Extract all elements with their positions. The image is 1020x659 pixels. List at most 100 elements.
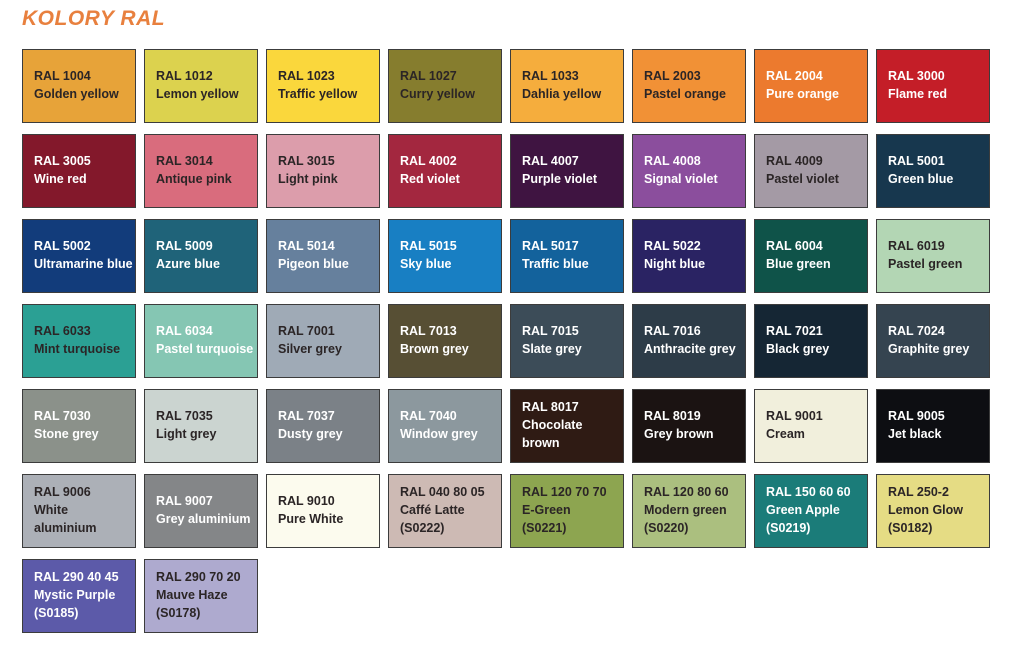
swatch-name: Ultramarine blue xyxy=(34,257,133,271)
color-swatch: RAL 5002 Ultramarine blue xyxy=(22,219,136,293)
swatch-code: RAL 7013 xyxy=(400,324,457,339)
swatch-code: RAL 5015 xyxy=(400,239,457,254)
swatch-code: RAL 7001 xyxy=(278,324,335,339)
swatch-code: RAL 7040 xyxy=(400,409,457,424)
color-swatch: RAL 040 80 05 Caffé Latte (S0222) xyxy=(388,474,502,548)
color-swatch: RAL 5022 Night blue xyxy=(632,219,746,293)
swatch-name: Black grey xyxy=(766,342,830,356)
color-swatch: RAL 4002 Red violet xyxy=(388,134,502,208)
swatch-code: RAL 3000 xyxy=(888,69,945,84)
color-swatch: RAL 9007 Grey aluminium xyxy=(144,474,258,548)
swatch-name: Pigeon blue xyxy=(278,257,349,271)
swatch-name: Golden yellow xyxy=(34,87,119,101)
swatch-name: E-Green xyxy=(522,503,571,518)
swatch-name: Modern green xyxy=(644,503,727,518)
swatch-code: RAL 5022 xyxy=(644,239,701,254)
swatch-code: RAL 7016 xyxy=(644,324,701,339)
swatch-code: RAL 120 80 60 xyxy=(644,485,729,500)
color-swatch: RAL 7030 Stone grey xyxy=(22,389,136,463)
swatch-code: RAL 6034 xyxy=(156,324,213,339)
swatch-code: RAL 120 70 70 xyxy=(522,485,607,500)
swatch-code: RAL 250-2 xyxy=(888,485,949,500)
swatch-name: Pastel orange xyxy=(644,87,726,101)
swatch-name: Green blue xyxy=(888,172,954,186)
swatch-code: RAL 4009 xyxy=(766,154,823,169)
color-swatch: RAL 3014 Antique pink xyxy=(144,134,258,208)
swatch-name: Chocolate brown xyxy=(522,418,583,450)
swatch-code: RAL 4008 xyxy=(644,154,701,169)
color-swatch: RAL 2004 Pure orange xyxy=(754,49,868,123)
color-swatch: RAL 7013 Brown grey xyxy=(388,304,502,378)
swatch-name: Graphite grey xyxy=(888,342,970,356)
swatch-grid: RAL 1004 Golden yellow RAL 1012 Lemon ye… xyxy=(22,49,990,633)
color-swatch: RAL 6019 Pastel green xyxy=(876,219,990,293)
swatch-code: RAL 7030 xyxy=(34,409,91,424)
color-swatch: RAL 2003 Pastel orange xyxy=(632,49,746,123)
color-swatch: RAL 5009 Azure blue xyxy=(144,219,258,293)
swatch-name: Grey brown xyxy=(644,427,714,441)
swatch-subcode: (S0182) xyxy=(888,520,933,535)
swatch-name: Silver grey xyxy=(278,342,342,356)
color-swatch: RAL 120 80 60 Modern green (S0220) xyxy=(632,474,746,548)
swatch-code: RAL 8017 xyxy=(522,400,579,415)
color-swatch: RAL 9005 Jet black xyxy=(876,389,990,463)
swatch-name: Lemon Glow xyxy=(888,503,963,518)
swatch-code: RAL 3014 xyxy=(156,154,213,169)
color-swatch: RAL 1023 Traffic yellow xyxy=(266,49,380,123)
swatch-code: RAL 1023 xyxy=(278,69,335,84)
swatch-code: RAL 3005 xyxy=(34,154,91,169)
swatch-name: Dahlia yellow xyxy=(522,87,602,101)
color-swatch: RAL 7040 Window grey xyxy=(388,389,502,463)
swatch-code: RAL 5009 xyxy=(156,239,213,254)
swatch-code: RAL 040 80 05 xyxy=(400,485,485,500)
swatch-code: RAL 6004 xyxy=(766,239,823,254)
swatch-name: Dusty grey xyxy=(278,427,343,441)
color-swatch: RAL 3000 Flame red xyxy=(876,49,990,123)
color-swatch: RAL 7016 Anthracite grey xyxy=(632,304,746,378)
color-swatch: RAL 250-2 Lemon Glow (S0182) xyxy=(876,474,990,548)
color-swatch: RAL 290 70 20 Mauve Haze (S0178) xyxy=(144,559,258,633)
swatch-name: Pastel green xyxy=(888,257,963,271)
swatch-code: RAL 9007 xyxy=(156,494,213,509)
swatch-code: RAL 6033 xyxy=(34,324,91,339)
color-swatch: RAL 150 60 60 Green Apple (S0219) xyxy=(754,474,868,548)
swatch-name: Caffé Latte xyxy=(400,503,465,518)
color-swatch: RAL 5014 Pigeon blue xyxy=(266,219,380,293)
swatch-code: RAL 9005 xyxy=(888,409,945,424)
swatch-code: RAL 3015 xyxy=(278,154,335,169)
swatch-code: RAL 9001 xyxy=(766,409,823,424)
swatch-code: RAL 1012 xyxy=(156,69,213,84)
color-swatch: RAL 1027 Curry yellow xyxy=(388,49,502,123)
swatch-code: RAL 5001 xyxy=(888,154,945,169)
page-title: KOLORY RAL xyxy=(22,7,166,30)
swatch-subcode: (S0222) xyxy=(400,520,445,535)
color-swatch: RAL 6034 Pastel turquoise xyxy=(144,304,258,378)
color-swatch: RAL 7037 Dusty grey xyxy=(266,389,380,463)
color-swatch: RAL 5017 Traffic blue xyxy=(510,219,624,293)
swatch-name: Window grey xyxy=(400,427,478,441)
color-swatch: RAL 6004 Blue green xyxy=(754,219,868,293)
swatch-name: Night blue xyxy=(644,257,706,271)
swatch-name: Anthracite grey xyxy=(644,342,736,356)
swatch-name: Green Apple xyxy=(766,503,840,518)
swatch-name: Mauve Haze xyxy=(156,588,228,603)
swatch-name: Mystic Purple xyxy=(34,588,116,603)
swatch-code: RAL 4007 xyxy=(522,154,579,169)
color-swatch: RAL 5001 Green blue xyxy=(876,134,990,208)
swatch-code: RAL 5014 xyxy=(278,239,335,254)
swatch-name: Lemon yellow xyxy=(156,87,239,101)
swatch-name: Grey aluminium xyxy=(156,512,251,526)
color-swatch: RAL 120 70 70 E-Green (S0221) xyxy=(510,474,624,548)
swatch-code: RAL 5002 xyxy=(34,239,91,254)
swatch-subcode: (S0178) xyxy=(156,605,201,620)
swatch-code: RAL 150 60 60 xyxy=(766,485,851,500)
swatch-name: Wine red xyxy=(34,172,87,186)
swatch-name: Pastel turquoise xyxy=(156,342,254,356)
swatch-code: RAL 7024 xyxy=(888,324,945,339)
swatch-name: Signal violet xyxy=(644,172,718,186)
swatch-name: Slate grey xyxy=(522,342,582,356)
swatch-name: Traffic blue xyxy=(522,257,589,271)
swatch-name: Pastel violet xyxy=(766,172,839,186)
color-swatch: RAL 290 40 45 Mystic Purple (S0185) xyxy=(22,559,136,633)
